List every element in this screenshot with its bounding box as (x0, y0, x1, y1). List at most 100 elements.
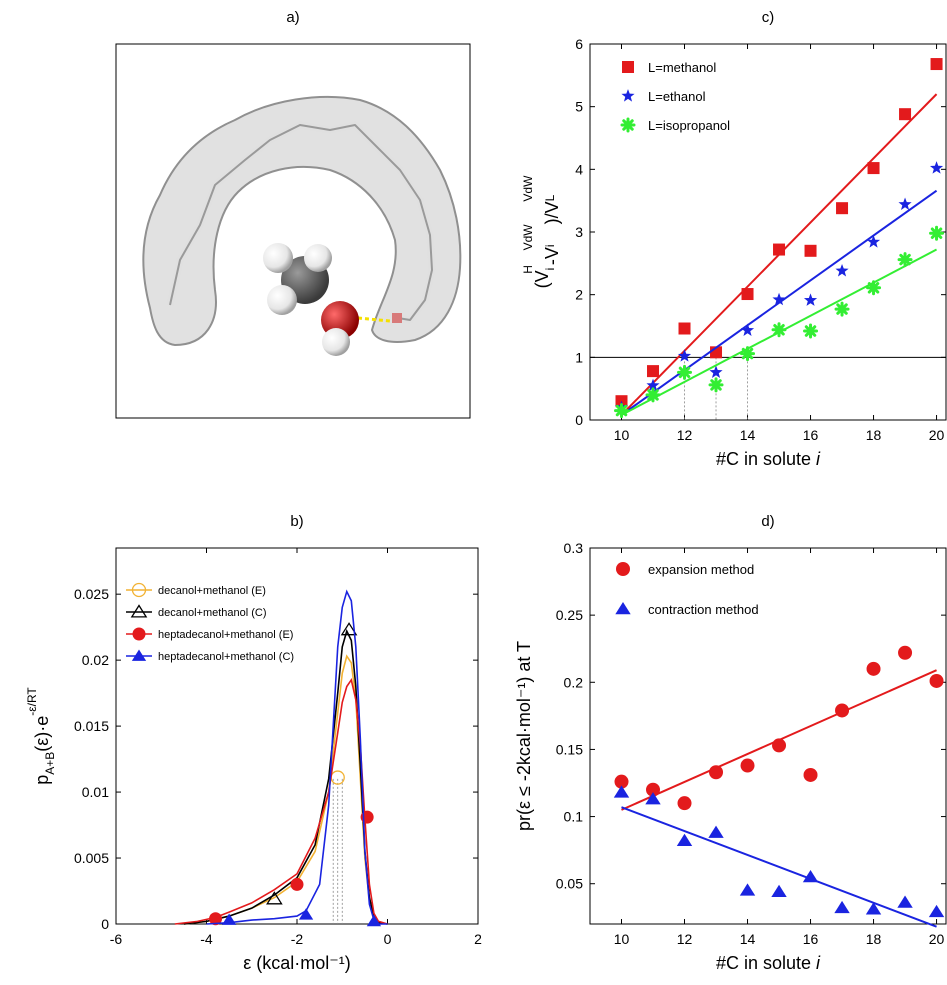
legend-label: heptadecanol+methanol (E) (158, 629, 293, 641)
data-point (646, 378, 660, 392)
data-point (771, 884, 787, 898)
data-point (929, 673, 944, 688)
data-point (771, 322, 787, 338)
data-point (740, 323, 755, 336)
data-point (835, 703, 850, 718)
x-tick-label: 20 (929, 427, 945, 443)
legend-marker (130, 604, 148, 618)
panel-label: b) (290, 513, 303, 530)
x-axis-label: #C in solute i (716, 953, 821, 973)
x-tick-label: 12 (677, 931, 693, 947)
y-tick-label: 0.015 (74, 718, 109, 734)
data-point (266, 891, 283, 905)
legend-marker (615, 602, 631, 615)
panel-label: c) (762, 9, 775, 26)
data-point (834, 301, 850, 317)
data-point (298, 908, 314, 920)
y-axis-label: (ViH-ViVdW)/VLVdW (521, 175, 562, 289)
data-point (802, 870, 819, 883)
y-tick-label: 1 (575, 349, 583, 365)
x-tick-label: 16 (803, 931, 819, 947)
y-tick-label: 0.005 (74, 850, 109, 866)
y-tick-label: 6 (575, 36, 583, 52)
data-point (803, 293, 818, 306)
data-point (772, 738, 787, 753)
data-point (366, 914, 382, 927)
data-point (677, 364, 693, 380)
legend-marker (131, 649, 147, 661)
data-point (803, 767, 818, 782)
data-point (772, 292, 786, 306)
y-tick-label: 0 (101, 916, 109, 932)
solvent-surface-icon (142, 95, 462, 347)
x-tick-label: 10 (614, 427, 630, 443)
x-tick-label: -2 (291, 931, 304, 947)
data-point (221, 913, 237, 925)
data-point (899, 108, 912, 121)
data-point (803, 323, 819, 339)
data-point (330, 770, 345, 785)
legend-marker (132, 627, 146, 641)
data-point (647, 365, 660, 378)
data-point (646, 782, 661, 797)
x-tick-label: 18 (866, 427, 882, 443)
data-point (209, 912, 223, 926)
data-point (739, 883, 756, 896)
data-point (867, 162, 880, 175)
y-axis-label: pr(ε ≤ -2kcal·mol⁻¹) at T (514, 641, 534, 831)
legend-marker (622, 61, 634, 73)
data-point (677, 349, 692, 362)
x-tick-label: 0 (384, 931, 392, 947)
legend-label: L=ethanol (648, 89, 706, 104)
data-point (930, 58, 943, 71)
x-tick-label: 16 (803, 427, 819, 443)
data-point (865, 902, 882, 915)
data-point (740, 758, 755, 773)
data-point (741, 288, 754, 301)
data-point (898, 645, 913, 660)
x-tick-label: 12 (677, 427, 693, 443)
y-tick-label: 0.15 (556, 741, 583, 757)
fit-line (620, 189, 938, 416)
x-tick-label: 14 (740, 931, 756, 947)
x-tick-label: 2 (474, 931, 482, 947)
legend-marker (620, 117, 636, 133)
legend-label: decanol+methanol (C) (158, 607, 267, 619)
panel-a-molecule (115, 43, 471, 419)
y-tick-label: 3 (575, 224, 583, 240)
legend-label: decanol+methanol (E) (158, 585, 266, 597)
panel-label: d) (761, 513, 774, 530)
y-axis-label: pA+B(ε)·e-ε/RT (25, 687, 57, 785)
legend-label: L=methanol (648, 60, 716, 75)
x-axis-label: ε (kcal·mol⁻¹) (243, 953, 351, 973)
data-point (897, 252, 913, 268)
x-tick-label: 10 (614, 931, 630, 947)
x-tick-label: 14 (740, 427, 756, 443)
data-point (866, 235, 881, 248)
data-point (897, 895, 913, 908)
data-point (773, 243, 786, 256)
series-1 (614, 161, 944, 416)
x-axis-label: #C in solute i (716, 449, 821, 469)
series-2 (614, 225, 945, 419)
y-tick-label: 0.02 (82, 652, 109, 668)
series-curve (174, 677, 388, 925)
y-tick-label: 0.2 (564, 674, 584, 690)
data-point (804, 244, 817, 257)
data-point (709, 765, 724, 780)
series-3 (206, 589, 388, 927)
legend-label: heptadecanol+methanol (C) (158, 651, 294, 663)
x-tick-label: -6 (110, 931, 123, 947)
legend-label: expansion method (648, 562, 754, 577)
data-point (645, 792, 661, 805)
fit-line (621, 806, 937, 928)
y-tick-label: 4 (575, 161, 583, 177)
data-point (677, 796, 692, 811)
y-tick-label: 0.3 (564, 540, 584, 556)
x-tick-label: -4 (200, 931, 213, 947)
y-tick-label: 0.025 (74, 586, 109, 602)
data-point (678, 322, 691, 335)
panel-a-label: a) (286, 9, 299, 26)
data-point (340, 622, 358, 636)
